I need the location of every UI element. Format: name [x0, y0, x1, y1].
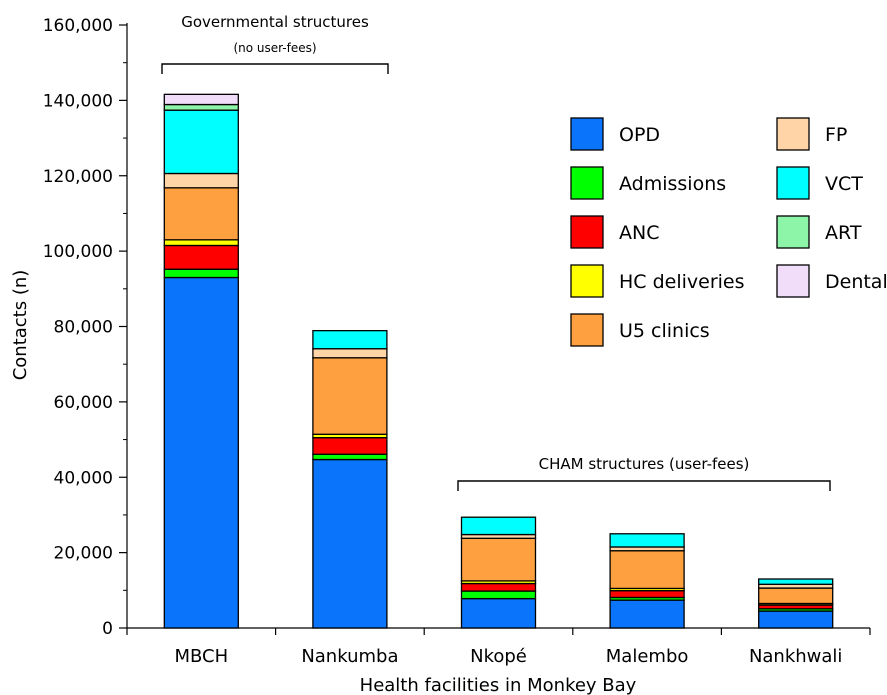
cham-bracket: [457, 480, 831, 491]
bar-segment-anc: [609, 590, 685, 599]
legend-swatch: [570, 215, 604, 249]
bar-segment-vct: [758, 578, 834, 585]
legend-swatch: [776, 166, 810, 200]
x-tick-label: Malembo: [606, 646, 689, 667]
y-tick-label: 80,000: [54, 318, 113, 338]
legend-label: Dental: [825, 271, 887, 293]
bar-segment-opd: [312, 458, 388, 629]
bar-segment-vct: [163, 109, 239, 175]
bar-segment-u5-clinics: [312, 357, 388, 435]
annotations-group: Governmental structures (no user-fees) CHA…: [161, 13, 831, 491]
bar-segment-art: [163, 103, 239, 111]
x-tick-label: Nkopé: [470, 646, 527, 667]
legend-label: HC deliveries: [619, 271, 745, 293]
x-tick-label: Nankhwali: [749, 646, 843, 667]
bar-segment-anc: [163, 244, 239, 270]
bar-segment-vct: [609, 533, 685, 548]
bar-segment-hc-deliveries: [163, 239, 239, 247]
governmental-subtitle: (no user-fees): [233, 41, 316, 55]
bar-segment-vct: [312, 329, 388, 350]
x-axis-title: Health facilities in Monkey Bay: [360, 675, 637, 695]
bar-segment-u5-clinics: [163, 187, 239, 241]
y-axis-title: Contacts (n): [10, 270, 31, 381]
bar-segment-opd: [758, 610, 834, 629]
bar-segment-u5-clinics: [758, 587, 834, 605]
y-tick-label: 120,000: [43, 167, 113, 187]
cham-title: CHAM structures (user-fees): [539, 455, 750, 473]
y-tick-label: 60,000: [54, 393, 113, 413]
y-tick-label: 100,000: [43, 242, 113, 262]
bar-segment-opd: [609, 599, 685, 629]
y-tick-label: 20,000: [54, 544, 113, 564]
bar-segment-fp: [312, 348, 388, 359]
legend-label: ART: [825, 222, 862, 244]
y-tick-label: 0: [102, 619, 113, 639]
x-tick-label: Nankumba: [301, 646, 398, 667]
bar-segment-fp: [163, 172, 239, 189]
legend-label: OPD: [619, 124, 660, 146]
bars-group: [163, 93, 834, 629]
bar-segment-admissions: [163, 268, 239, 279]
legend-label: FP: [825, 124, 847, 146]
bar-segment-admissions: [460, 590, 537, 600]
y-tick-label: 140,000: [43, 91, 113, 111]
legend-swatch: [570, 264, 604, 298]
bar-segment-admissions: [312, 453, 388, 461]
y-tick-label: 160,000: [43, 16, 113, 36]
legend-label: U5 clinics: [619, 320, 710, 342]
x-tick-label: MBCH: [174, 646, 228, 667]
legend-swatch: [570, 313, 604, 347]
bar-segment-vct: [460, 516, 537, 536]
bar-segment-opd: [460, 597, 537, 629]
bar-segment-u5-clinics: [609, 550, 685, 590]
legend: OPD Admissions ANC HC deliveries U5 clinics F…: [570, 117, 887, 347]
bar-segment-anc: [460, 582, 537, 592]
bar-segment-opd: [163, 276, 239, 629]
legend-swatch: [570, 166, 604, 200]
bar-segment-u5-clinics: [460, 537, 537, 582]
legend-swatch: [776, 264, 810, 298]
bar-segment-dental: [163, 93, 239, 106]
legend-label: ANC: [619, 222, 659, 244]
axes-group: 0 20,000 40,000 60,000 80,000 100,000 120,000 1…: [43, 16, 871, 667]
legend-label: Admissions: [619, 173, 726, 195]
legend-label: VCT: [825, 173, 863, 195]
governmental-title: Governmental structures: [181, 13, 369, 31]
y-tick-label: 40,000: [54, 468, 113, 488]
governmental-bracket: [161, 63, 389, 74]
legend-swatch: [776, 215, 810, 249]
legend-swatch: [776, 117, 810, 151]
legend-swatch: [570, 117, 604, 151]
bar-segment-anc: [312, 437, 388, 455]
